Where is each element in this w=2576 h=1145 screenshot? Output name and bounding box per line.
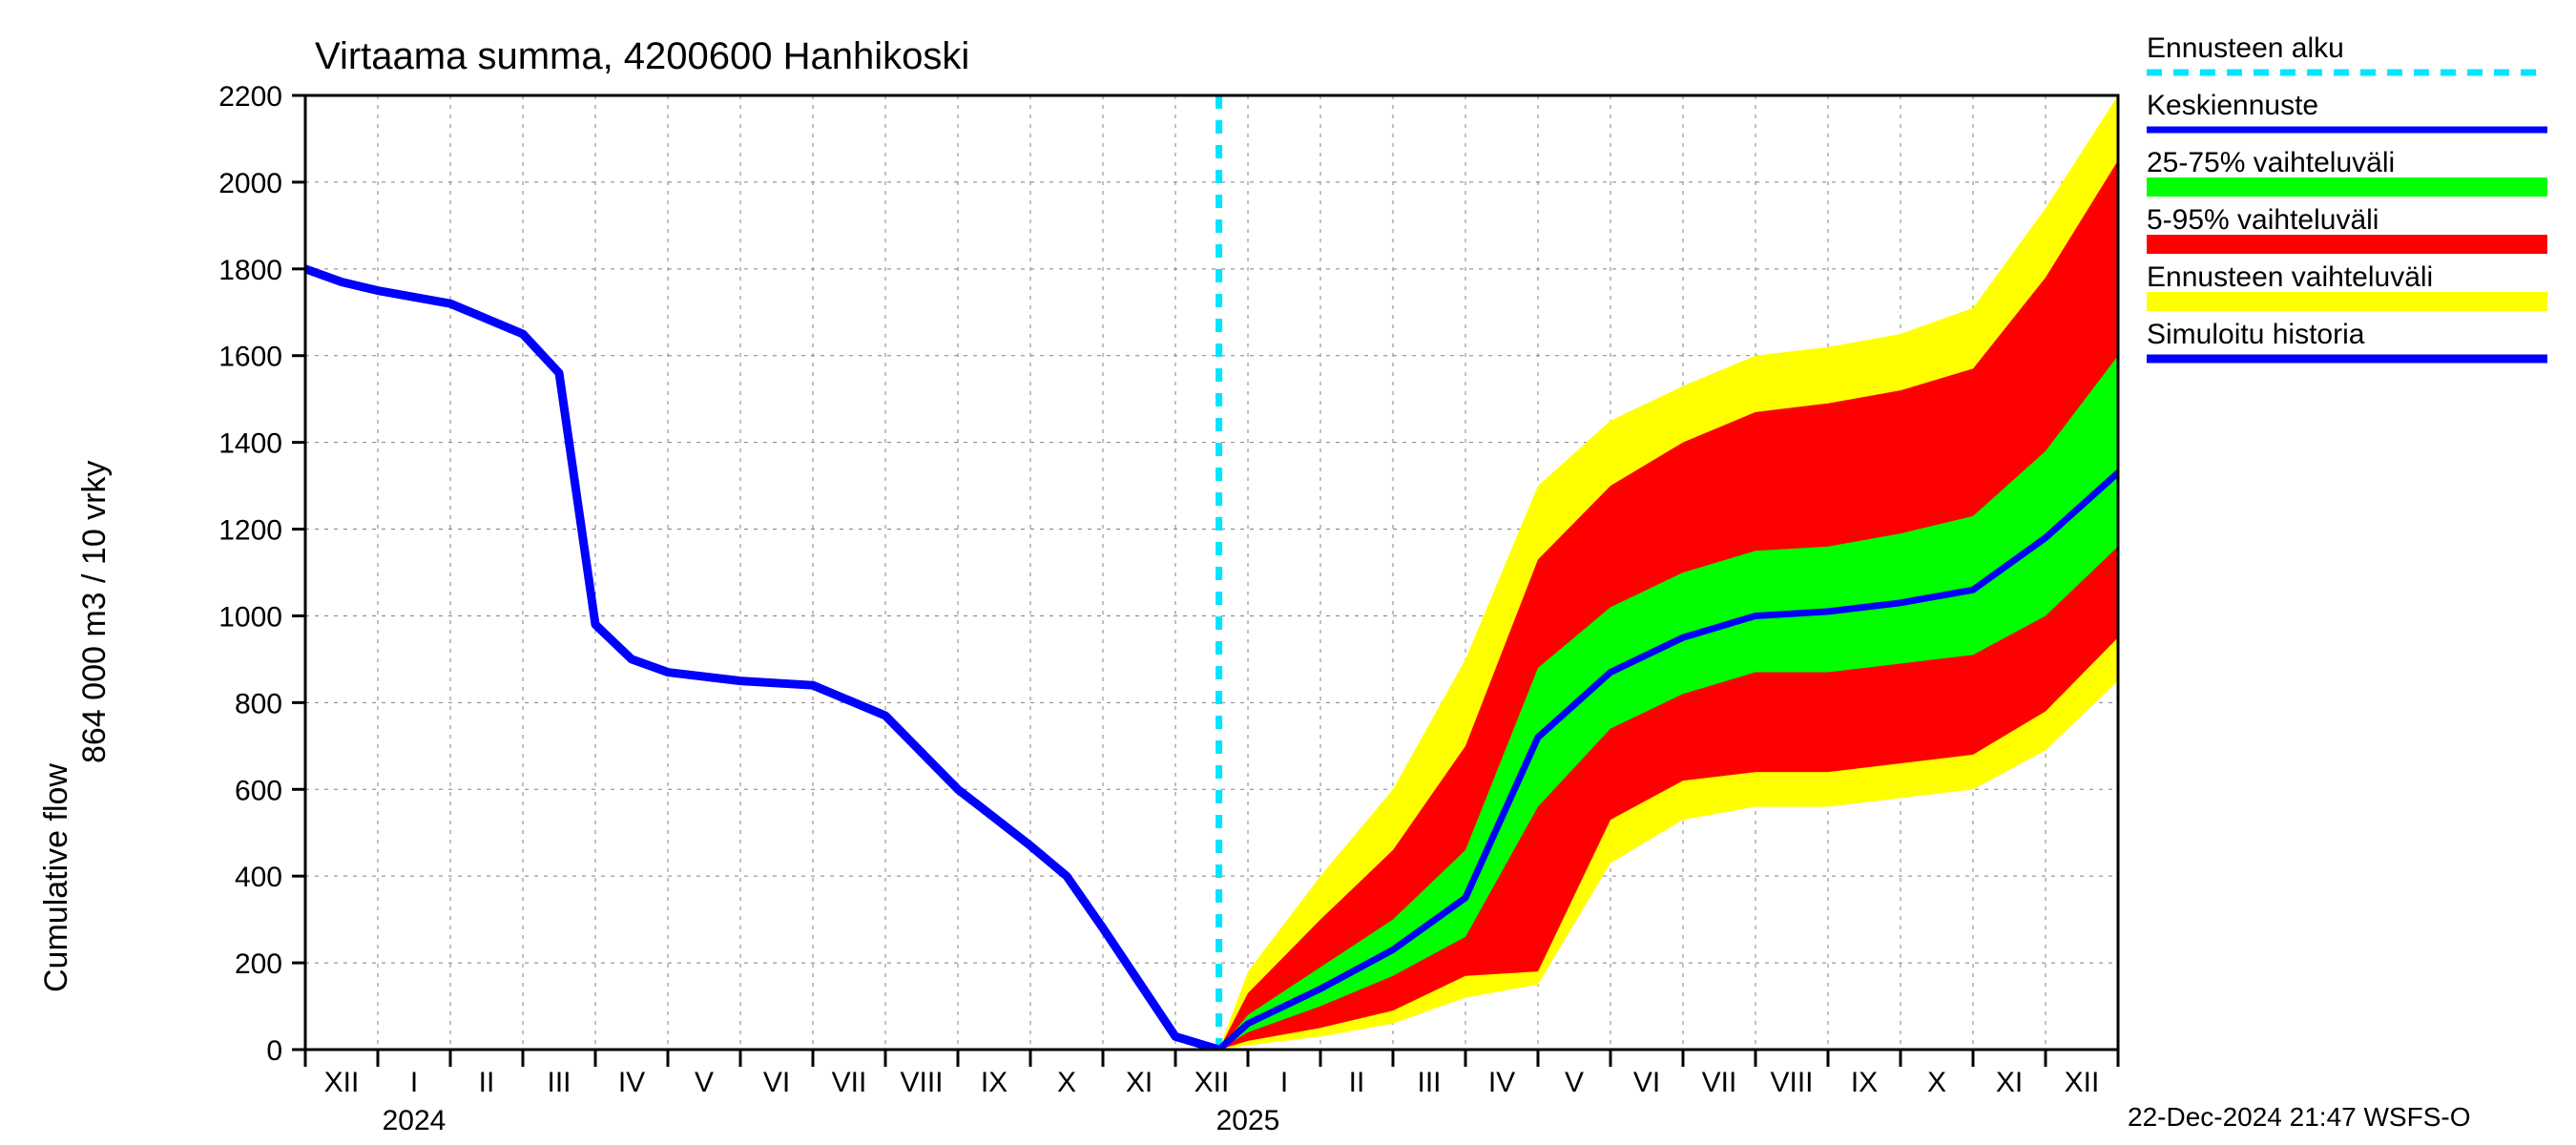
x-month-label: X	[1927, 1067, 1946, 1098]
chart-title: Virtaama summa, 4200600 Hanhikoski	[315, 35, 969, 77]
x-month-label: VII	[1702, 1067, 1737, 1098]
x-month-label: XII	[1195, 1067, 1230, 1098]
legend-swatch	[2147, 292, 2547, 311]
y-tick-label: 1400	[218, 428, 282, 460]
x-month-label: III	[547, 1067, 571, 1098]
x-month-label: VIII	[900, 1067, 943, 1098]
y-axis-label-2: 864 000 m3 / 10 vrky	[76, 460, 113, 763]
legend-label: 25-75% vaihteluväli	[2147, 147, 2395, 178]
x-month-label: IX	[981, 1067, 1008, 1098]
x-month-label: V	[695, 1067, 714, 1098]
x-month-label: IV	[1488, 1067, 1515, 1098]
x-month-label: VI	[1633, 1067, 1660, 1098]
x-month-label: IX	[1851, 1067, 1878, 1098]
y-tick-label: 2000	[218, 168, 282, 199]
legend-label: Keskiennuste	[2147, 90, 2318, 121]
x-month-label: I	[1280, 1067, 1288, 1098]
x-year-label: 2025	[1216, 1105, 1280, 1136]
legend-label: 5-95% vaihteluväli	[2147, 204, 2379, 236]
y-tick-label: 0	[266, 1035, 282, 1067]
x-month-label: V	[1565, 1067, 1584, 1098]
y-tick-label: 1000	[218, 601, 282, 633]
legend-label: Ennusteen vaihteluväli	[2147, 261, 2433, 293]
x-month-label: X	[1057, 1067, 1076, 1098]
x-month-label: III	[1417, 1067, 1441, 1098]
x-month-label: I	[410, 1067, 418, 1098]
y-tick-label: 2200	[218, 81, 282, 113]
y-tick-label: 600	[235, 775, 282, 806]
y-tick-label: 1600	[218, 342, 282, 373]
y-tick-label: 400	[235, 862, 282, 893]
x-month-label: II	[1349, 1067, 1365, 1098]
x-month-label: XII	[324, 1067, 360, 1098]
x-month-label: VIII	[1770, 1067, 1813, 1098]
chart-container: 0 200 400 600 800 1000 1200 1400 1600 1800 2000 220…	[0, 0, 2576, 1145]
y-tick-label: 1800	[218, 255, 282, 286]
legend-swatch	[2147, 235, 2547, 254]
x-month-label: IV	[618, 1067, 645, 1098]
x-month-label: VI	[763, 1067, 790, 1098]
y-tick-label: 200	[235, 948, 282, 980]
legend-swatch	[2147, 177, 2547, 197]
x-month-label: VII	[832, 1067, 867, 1098]
y-axis-label-1: Cumulative flow	[38, 763, 74, 992]
legend-label: Ennusteen alku	[2147, 32, 2344, 64]
y-tick-label: 1200	[218, 515, 282, 547]
x-year-label: 2024	[383, 1105, 447, 1136]
cumulative-flow-chart: 0 200 400 600 800 1000 1200 1400 1600 1800 2000 220…	[0, 0, 2576, 1145]
legend-label: Simuloitu historia	[2147, 319, 2365, 350]
x-month-label: XI	[1996, 1067, 2023, 1098]
footer-timestamp: 22-Dec-2024 21:47 WSFS-O	[2128, 1102, 2471, 1132]
y-tick-label: 800	[235, 688, 282, 719]
x-month-label: XI	[1126, 1067, 1153, 1098]
x-month-label: XII	[2065, 1067, 2100, 1098]
x-month-label: II	[479, 1067, 495, 1098]
